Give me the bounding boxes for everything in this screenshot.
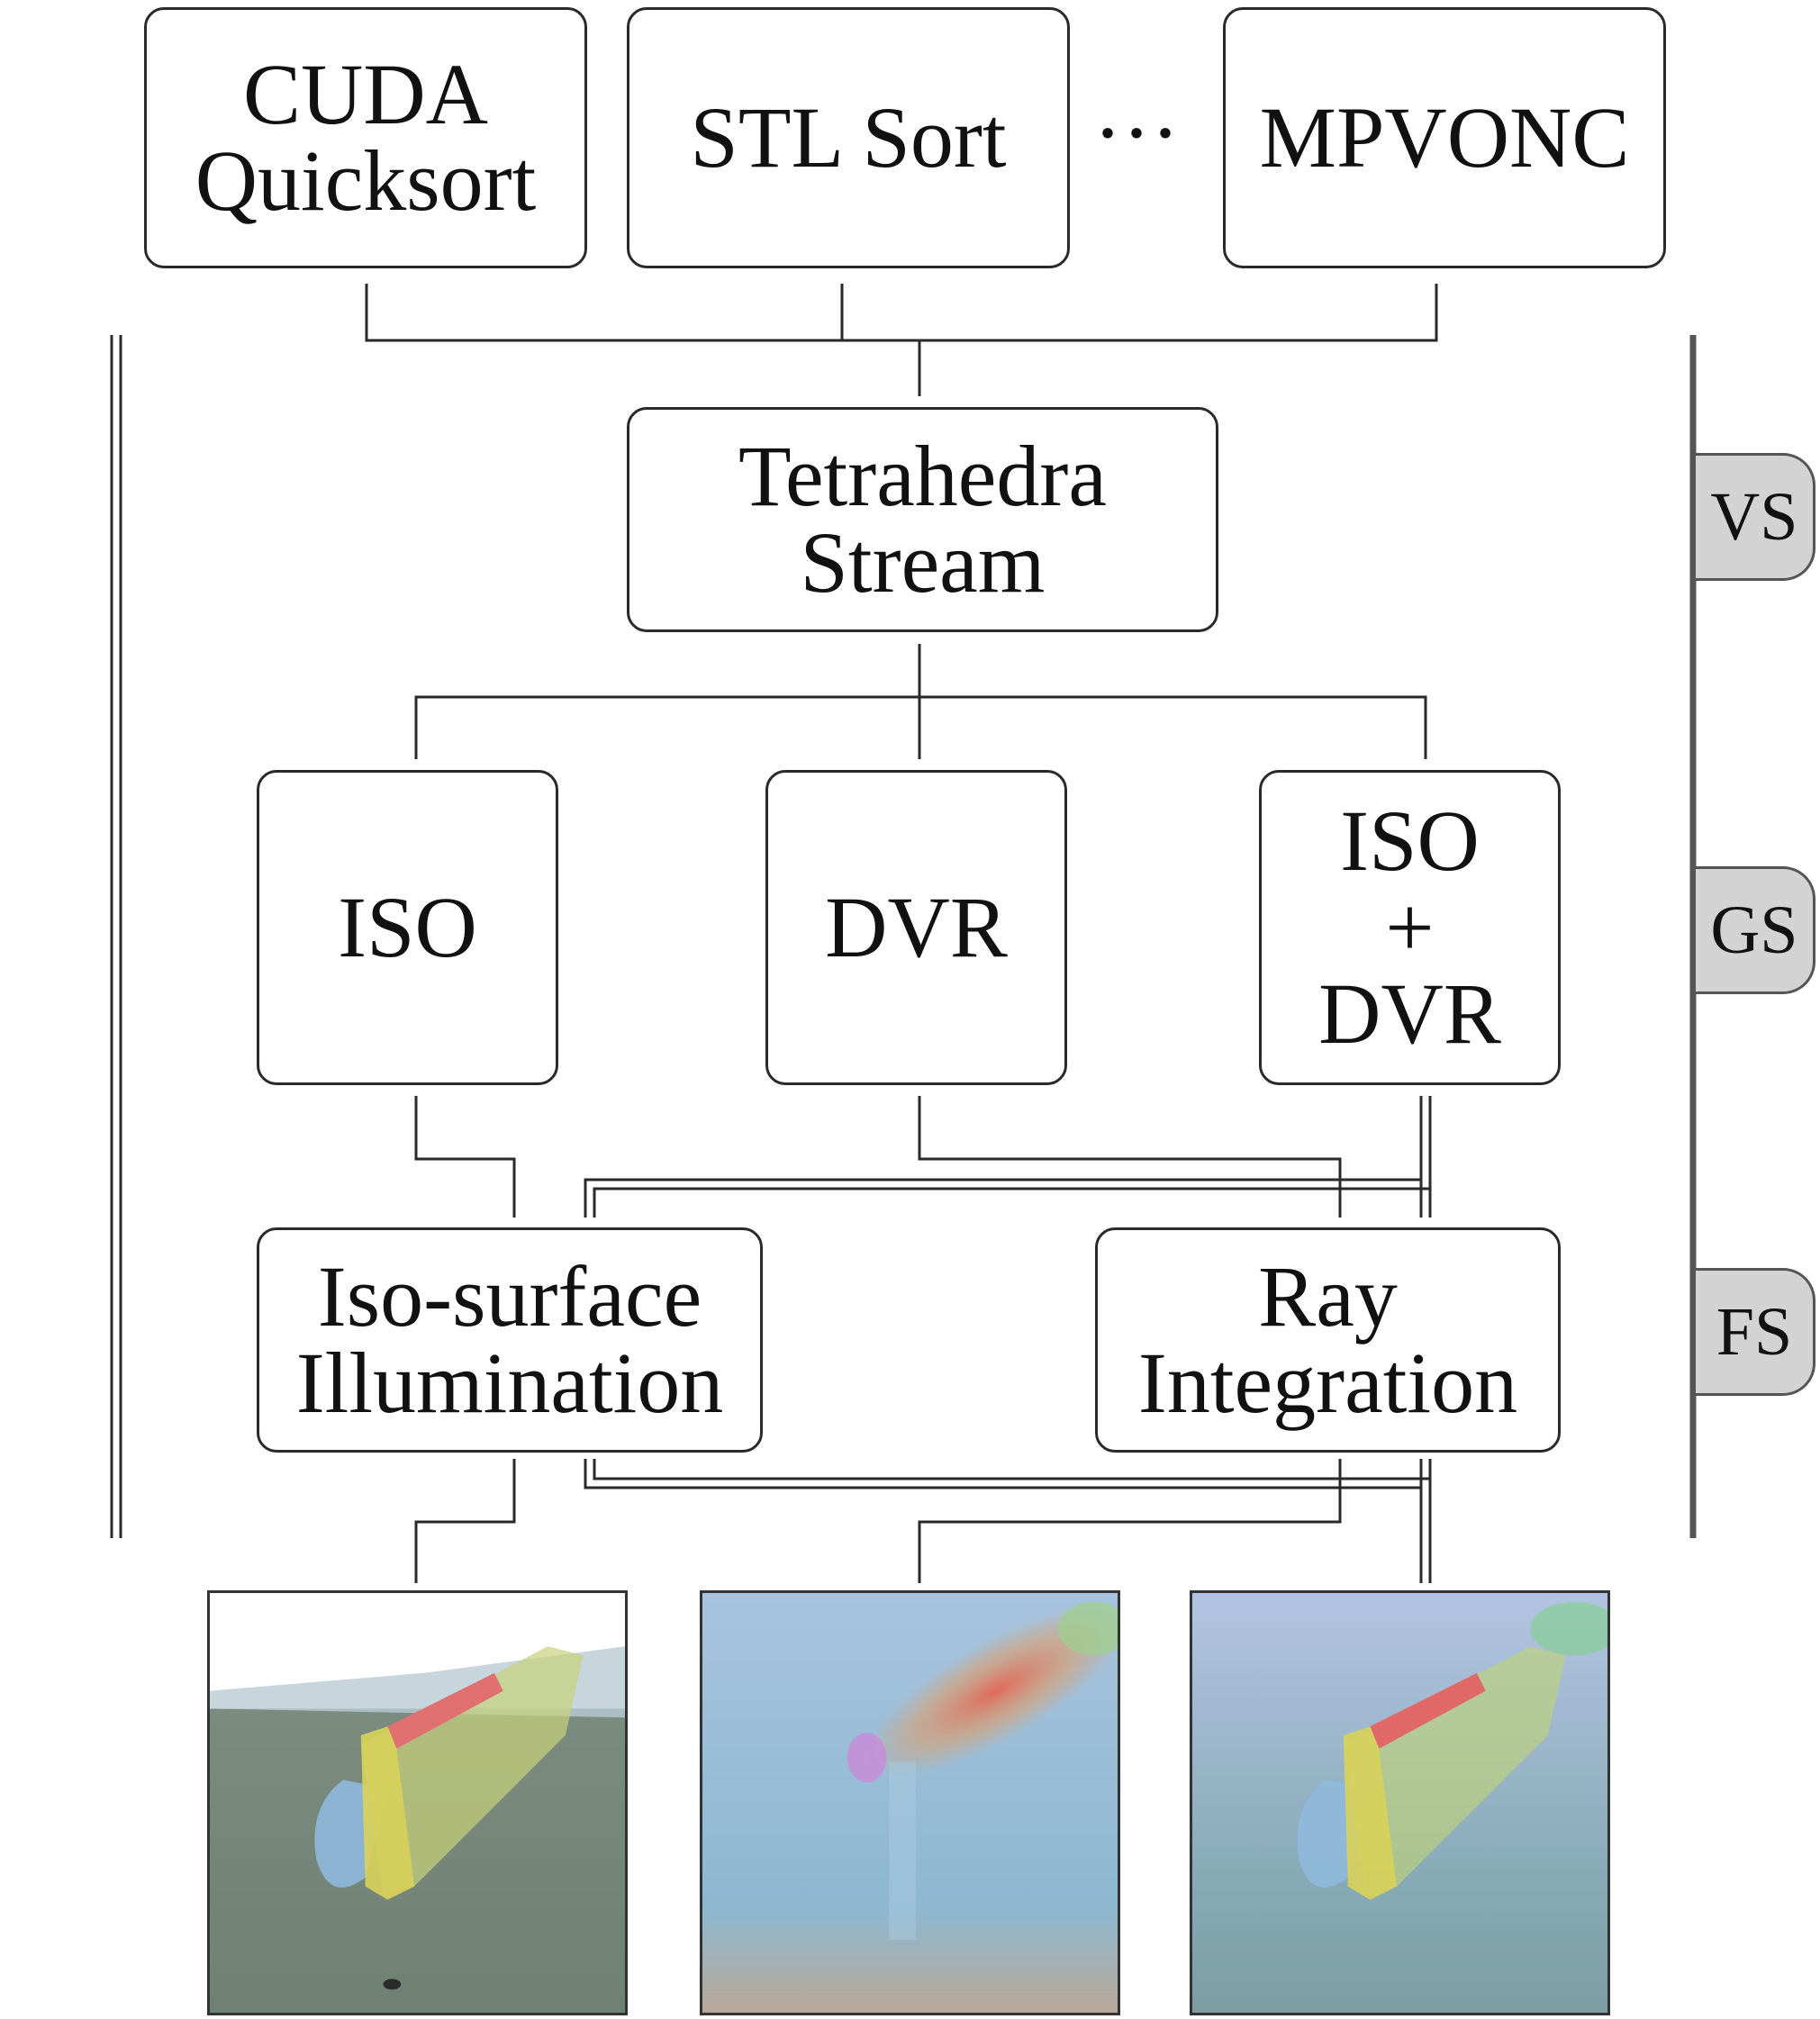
box-label-line: Quicksort [195, 132, 537, 229]
box-label-line: Integration [1137, 1335, 1518, 1431]
mode-iso: ISO [257, 770, 558, 1085]
box-label-line: CUDA [242, 46, 488, 142]
stage-tab-fs: FS [1696, 1268, 1815, 1396]
combined-render-image [1190, 1590, 1610, 2015]
ellipsis: ··· [1093, 85, 1180, 181]
ray-integration-box: Ray Integration [1095, 1227, 1561, 1453]
box-label-line: + [1385, 879, 1435, 975]
mode-dvr: DVR [765, 770, 1067, 1085]
stage-tab-gs: GS [1696, 866, 1815, 994]
box-label-line: Stream [800, 514, 1046, 611]
box-label-line: DVR [825, 879, 1008, 975]
box-label-line: Ray [1258, 1248, 1398, 1344]
sorter-mpvonc: MPVONC [1223, 7, 1666, 268]
box-label-line: Tetrahedra [738, 428, 1107, 524]
sorter-stl-sort: STL Sort [627, 7, 1070, 268]
box-label-line: Iso-surface [317, 1248, 702, 1344]
tetrahedra-stream-box: Tetrahedra Stream [627, 407, 1218, 632]
sorter-cuda-quicksort: CUDA Quicksort [144, 7, 587, 268]
mode-iso-plus-dvr: ISO + DVR [1259, 770, 1561, 1085]
box-label-line: STL Sort [690, 89, 1007, 186]
box-label-line: ISO [1340, 792, 1480, 889]
box-label-line: ISO [338, 879, 477, 975]
volume-render-image [700, 1590, 1120, 2015]
box-label-line: MPVONC [1259, 89, 1630, 186]
box-label-line: DVR [1318, 965, 1501, 1062]
iso-surface-illumination-box: Iso-surface Illumination [257, 1227, 763, 1453]
stage-tab-vs: VS [1696, 453, 1815, 581]
box-label-line: Illumination [295, 1335, 724, 1431]
iso-surface-render-image [207, 1590, 628, 2015]
